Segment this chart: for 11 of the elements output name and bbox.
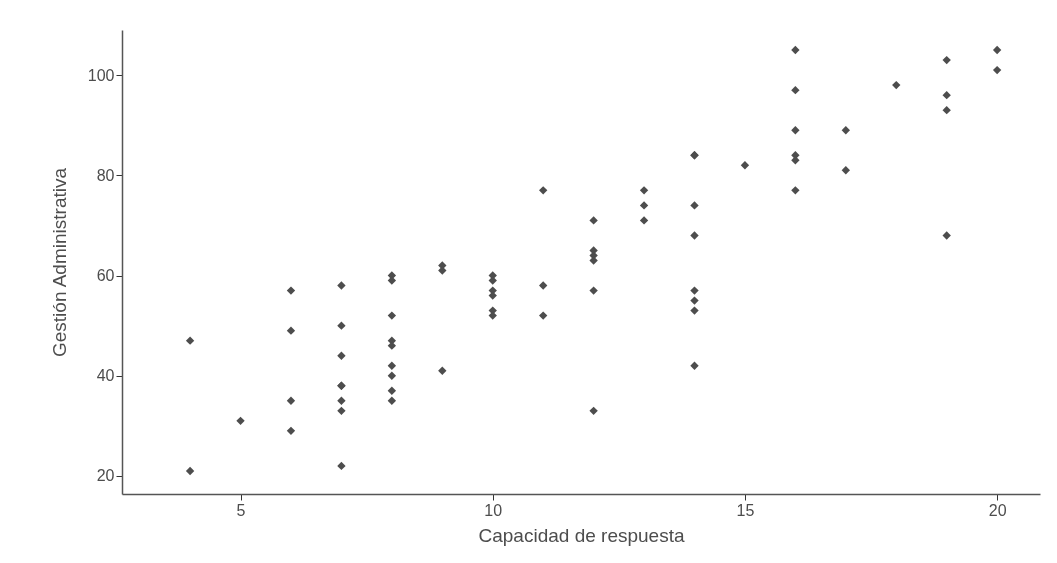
y-tick-label: 100 [87, 66, 115, 84]
y-tick-label: 60 [96, 267, 115, 285]
y-tick-label: 40 [96, 367, 115, 385]
x-tick-label: 5 [236, 501, 246, 519]
y-tick-label: 20 [96, 467, 115, 485]
x-tick-label: 10 [484, 501, 503, 519]
x-axis-title: Capacidad de respuesta [478, 524, 685, 546]
x-tick-label: 20 [988, 501, 1007, 519]
y-tick-label: 80 [96, 166, 115, 184]
y-axis-title: Gestión Administrativa [48, 167, 70, 358]
x-tick-label: 15 [736, 501, 755, 519]
